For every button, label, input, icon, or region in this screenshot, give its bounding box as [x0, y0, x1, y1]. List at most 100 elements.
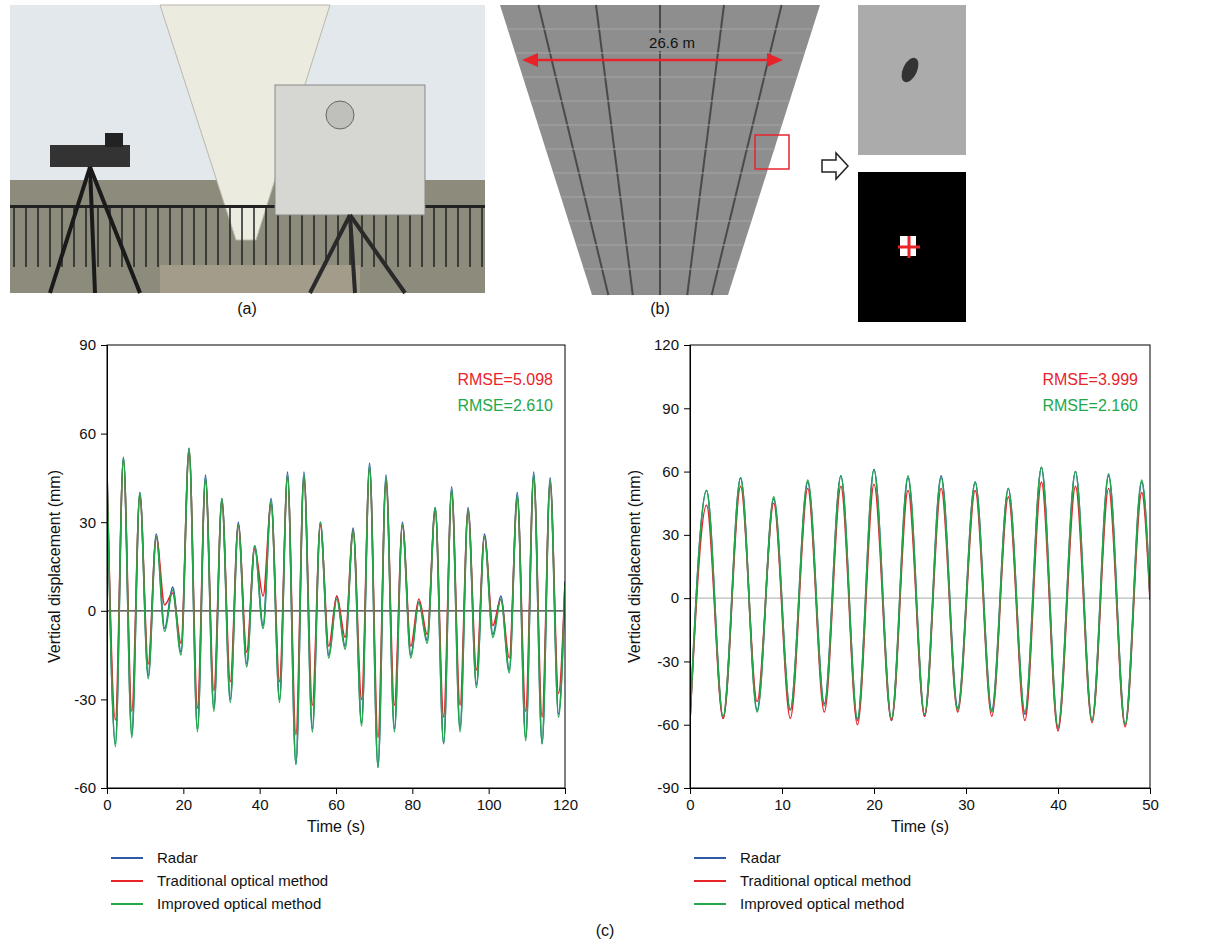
plot-area [690, 467, 1150, 731]
tick: 40 [1050, 788, 1067, 813]
legend-label: Traditional optical method [740, 872, 911, 889]
dimension-arrow [522, 53, 538, 67]
railing [217, 205, 219, 267]
tick-label: 30 [79, 514, 96, 531]
x-axis: 01020304050 [686, 788, 1159, 813]
legend-swatch [694, 857, 726, 859]
tick-mark [101, 522, 107, 523]
tripod-leg [310, 215, 350, 293]
camera-lens [105, 133, 123, 147]
tick-label: 40 [1050, 796, 1067, 813]
inset-gray [858, 5, 966, 155]
deck-rib [508, 29, 813, 30]
tripod-leg [50, 167, 90, 293]
series-line [690, 482, 1150, 731]
tick-mark [684, 661, 690, 662]
tick: 90 [79, 336, 107, 353]
tick-label: 60 [79, 425, 96, 442]
tick-label: 0 [686, 796, 694, 813]
tick: 30 [79, 514, 107, 531]
railing [97, 205, 99, 267]
tick-mark [336, 788, 337, 794]
tick-label: 0 [103, 796, 111, 813]
dimension-line [530, 59, 775, 62]
railing [85, 205, 87, 267]
tick: 20 [866, 788, 883, 813]
tick: 60 [662, 463, 690, 480]
tick-mark [684, 345, 690, 346]
railing [481, 205, 483, 267]
panel-label: (c) [596, 922, 615, 939]
roi-box [755, 135, 789, 169]
tick: -60 [74, 779, 107, 796]
tick-label: 60 [328, 796, 345, 813]
tick: 100 [477, 788, 502, 813]
chart: 01020304050-90-60-300306090120Time (s)Ve… [626, 336, 1159, 912]
deck-girder [538, 5, 608, 295]
tick-mark [1150, 788, 1151, 794]
annotation: RMSE=2.160 [1042, 397, 1138, 414]
sky [10, 5, 485, 293]
annotation: RMSE=3.999 [1042, 371, 1138, 388]
tick: 120 [654, 336, 690, 353]
tick-label: 30 [958, 796, 975, 813]
tick-label: 0 [671, 589, 679, 606]
label-ground [642, 33, 702, 51]
inset-binary [858, 172, 966, 322]
railing [169, 205, 171, 267]
tick-mark [1058, 788, 1059, 794]
railing [229, 205, 231, 267]
tick-label: -30 [657, 653, 679, 670]
tick-label: 0 [88, 602, 96, 619]
legend-label: Improved optical method [157, 895, 321, 912]
deck-rib [546, 149, 775, 150]
legend: RadarTraditional optical methodImproved … [111, 849, 328, 912]
tick: 120 [553, 788, 578, 813]
tripod-leg [90, 167, 140, 293]
camera [50, 145, 130, 167]
centroid-mark [908, 236, 911, 258]
deck-rib [584, 269, 736, 270]
x-axis-title: Time (s) [891, 818, 949, 835]
tick-label: -90 [657, 779, 679, 796]
x-axis: 0 20 40 60 80 100 120 [103, 788, 578, 813]
tick-label: 30 [662, 526, 679, 543]
railing [145, 205, 147, 267]
tick: 20 [175, 788, 192, 813]
railing [121, 205, 123, 267]
railing [49, 205, 51, 267]
tick-label: 10 [774, 796, 791, 813]
tick-label: 120 [553, 796, 578, 813]
tick-label: 80 [404, 796, 421, 813]
legend-label: Radar [157, 849, 198, 866]
annotation: RMSE=5.098 [457, 371, 553, 388]
tick-label: 40 [252, 796, 269, 813]
railing [265, 205, 267, 267]
tick: 30 [958, 788, 975, 813]
tick: 90 [662, 400, 690, 417]
railing [457, 205, 459, 267]
y-axis-title: Vertical displacement (mm) [46, 470, 63, 663]
legend-swatch [694, 903, 726, 905]
legend-swatch [111, 903, 143, 905]
railing [433, 205, 435, 267]
tick: 0 [671, 589, 690, 606]
tick-mark [684, 472, 690, 473]
deck-rib [561, 197, 759, 198]
tick-mark [101, 699, 107, 700]
series-line [107, 448, 565, 767]
series-line [107, 451, 565, 737]
panel-label: (a) [237, 300, 257, 317]
tick: 40 [252, 788, 269, 813]
y-axis-title: Vertical displacement (mm) [626, 470, 643, 663]
legend-swatch [111, 857, 143, 859]
tick-label: 100 [477, 796, 502, 813]
radar-box [275, 85, 425, 215]
deck-rib [530, 101, 789, 102]
tick-mark [874, 788, 875, 794]
radar-gauge [326, 101, 354, 129]
series-line [107, 448, 565, 767]
tick-mark [684, 788, 690, 789]
dimension-arrow [767, 53, 783, 67]
tick-mark [101, 345, 107, 346]
